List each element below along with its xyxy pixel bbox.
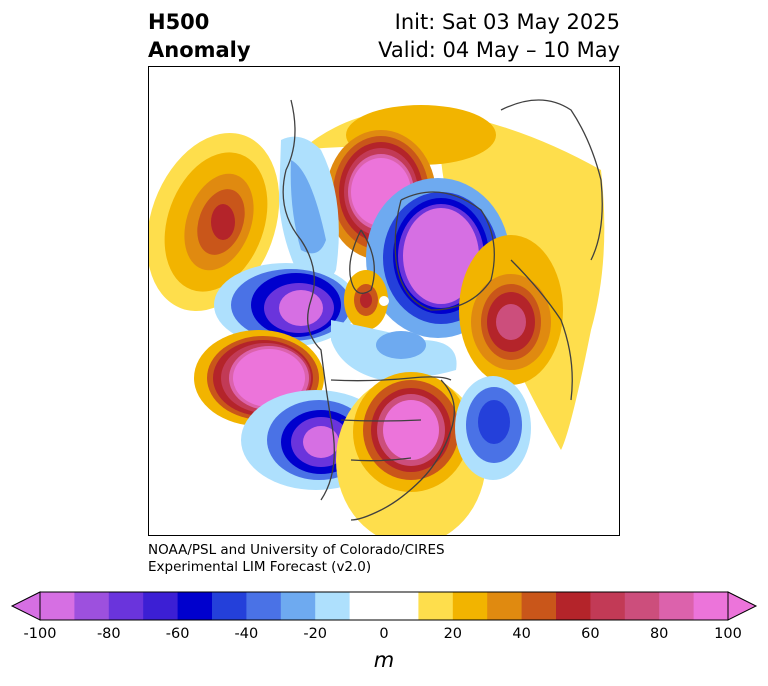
colorbar-segment <box>590 592 626 620</box>
anomaly-negative-atlantic <box>455 376 531 480</box>
valid-date: Valid: 04 May – 10 May <box>378 38 620 62</box>
anomaly-negative-west-band <box>279 136 339 288</box>
colorbar-segment <box>177 592 213 620</box>
colorbar-segment <box>418 592 454 620</box>
anomaly-negative-siberia <box>366 178 510 338</box>
anomaly-positive-pole <box>344 270 388 330</box>
colorbar-tick-label: 100 <box>714 626 742 642</box>
anomaly-map <box>148 66 620 536</box>
colorbar-segment <box>212 592 247 620</box>
anomaly-positive-east-asia <box>459 235 563 385</box>
colorbar-unit: m <box>373 648 395 672</box>
colorbar-segment <box>280 592 316 620</box>
colorbar-tick-label: -100 <box>23 626 57 642</box>
colorbar-tick-label: 20 <box>443 626 463 642</box>
anomaly-negative-gulf-alaska <box>214 263 358 347</box>
colorbar-segment <box>659 592 695 620</box>
colorbar-tick-label: 80 <box>649 626 669 642</box>
colorbar-segment <box>246 592 282 620</box>
colorbar-segment <box>315 592 351 620</box>
colorbar-segment <box>40 592 75 620</box>
colorbar-tick-label: -40 <box>234 626 259 642</box>
map-title: H500 Anomaly <box>148 8 251 64</box>
colorbar-segment <box>108 592 144 620</box>
anomaly-negative-central <box>331 320 457 380</box>
colorbar-extend-high <box>727 591 758 621</box>
map-title-line2: Anomaly <box>148 38 251 62</box>
anomaly-positive-north-pacific <box>149 132 280 312</box>
colorbar-tick-label: -60 <box>165 626 190 642</box>
init-date: Init: Sat 03 May 2025 <box>394 10 620 34</box>
colorbar-segment <box>349 592 385 620</box>
colorbar-segment <box>143 592 179 620</box>
pole-marker <box>379 296 389 306</box>
map-title-line1: H500 <box>148 10 210 34</box>
colorbar-tick-label: -80 <box>96 626 121 642</box>
colorbar-ticks: -100 -80 -60 -40 -20 0 20 40 60 80 100 <box>0 626 768 646</box>
colorbar-tick-label: 0 <box>379 626 389 642</box>
colorbar <box>10 591 758 621</box>
colorbar-tick-label: -20 <box>303 626 328 642</box>
colorbar-tick-label: 60 <box>581 626 600 642</box>
colorbar-segment <box>487 592 523 620</box>
credit-text: NOAA/PSL and University of Colorado/CIRE… <box>148 542 445 576</box>
colorbar-segment <box>624 592 660 620</box>
colorbar-segment <box>384 592 419 620</box>
colorbar-segment <box>556 592 591 620</box>
colorbar-segment <box>452 592 488 620</box>
colorbar-segment <box>521 592 557 620</box>
anomaly-positive-eastern-us <box>336 372 486 535</box>
colorbar-extend-low <box>10 591 41 621</box>
coastlines <box>282 99 603 521</box>
credit-line1: NOAA/PSL and University of Colorado/CIRE… <box>148 542 445 558</box>
colorbar-segment <box>693 592 729 620</box>
colorbar-segment <box>74 592 110 620</box>
colorbar-border <box>39 591 729 621</box>
credit-line2: Experimental LIM Forecast (v2.0) <box>148 559 372 575</box>
colorbar-tick-label: 40 <box>512 626 531 642</box>
forecast-dates: Init: Sat 03 May 2025 Valid: 04 May – 10… <box>378 8 620 64</box>
